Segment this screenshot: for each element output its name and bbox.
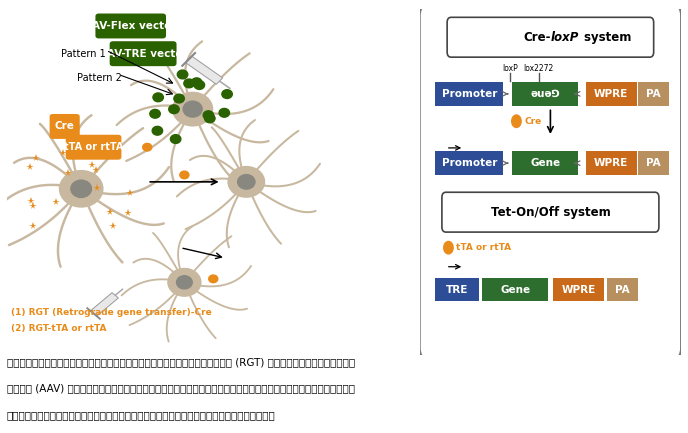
Text: tTA or rtTA: tTA or rtTA [64, 142, 123, 152]
Circle shape [153, 93, 163, 102]
Text: (2) RGT-tTA or rtTA: (2) RGT-tTA or rtTA [11, 324, 107, 333]
Text: AAV-TRE vector: AAV-TRE vector [99, 48, 187, 59]
Circle shape [71, 180, 92, 197]
Text: Pattern 2: Pattern 2 [77, 74, 122, 84]
FancyBboxPatch shape [65, 135, 121, 160]
Bar [638, 152, 669, 175]
Text: PA: PA [646, 158, 661, 168]
Text: loxP: loxP [502, 64, 518, 73]
Text: PA: PA [615, 284, 630, 294]
Circle shape [178, 70, 188, 79]
FancyBboxPatch shape [96, 13, 166, 39]
Text: WPRE: WPRE [594, 89, 628, 99]
Circle shape [219, 108, 230, 117]
Circle shape [173, 92, 213, 126]
Circle shape [142, 143, 152, 151]
Circle shape [59, 171, 103, 207]
Bar [513, 82, 578, 106]
Bar [482, 278, 548, 301]
Text: PA: PA [646, 89, 661, 99]
Circle shape [177, 276, 192, 289]
Circle shape [150, 110, 160, 118]
Circle shape [171, 135, 181, 143]
Bar [513, 152, 578, 175]
Circle shape [222, 90, 233, 98]
Polygon shape [186, 56, 223, 84]
Circle shape [208, 275, 218, 283]
Text: Gene: Gene [530, 158, 560, 168]
FancyBboxPatch shape [420, 5, 681, 359]
FancyBboxPatch shape [50, 114, 80, 139]
Text: system: system [550, 31, 631, 44]
Bar [436, 278, 479, 301]
Circle shape [191, 78, 202, 87]
Text: Tet-On/Off system: Tet-On/Off system [491, 206, 610, 219]
Circle shape [183, 101, 202, 117]
Circle shape [237, 174, 255, 189]
Circle shape [203, 111, 213, 120]
Text: loxP: loxP [550, 31, 579, 44]
Circle shape [204, 114, 215, 123]
Circle shape [168, 268, 201, 296]
Text: ウィルス (AAV) ベクターを組み合せた二重ベクターシステムを利用することによって、特定神経路でのみ目的遺伝子を: ウィルス (AAV) ベクターを組み合せた二重ベクターシステムを利用することによ… [7, 384, 355, 394]
Circle shape [180, 171, 189, 179]
Circle shape [184, 79, 194, 88]
Circle shape [194, 81, 204, 89]
Text: lox2272: lox2272 [524, 64, 554, 73]
Text: Cre: Cre [524, 117, 541, 126]
Text: tTA or rtTA: tTA or rtTA [456, 243, 511, 252]
Text: WPRE: WPRE [561, 284, 596, 294]
Text: Cre: Cre [55, 121, 74, 132]
Circle shape [512, 115, 521, 127]
Text: Pattern 1: Pattern 1 [61, 49, 105, 59]
Circle shape [152, 126, 162, 135]
Bar [436, 152, 504, 175]
Text: (1) RGT (Retrograde gene transfer)-Cre: (1) RGT (Retrograde gene transfer)-Cre [11, 308, 212, 317]
Bar [638, 82, 669, 106]
Circle shape [169, 105, 179, 113]
Circle shape [444, 242, 453, 254]
Text: ǝuǝ⅁: ǝuǝ⅁ [530, 89, 560, 99]
Text: 図１ウィルスベクターを利用した特定神経路への遺伝子導入。逆行性遺伝子導入 (RGT) ウィルスベクターとアデノ随伴: 図１ウィルスベクターを利用した特定神経路への遺伝子導入。逆行性遺伝子導入 (RG… [7, 357, 355, 367]
Text: TRE: TRE [446, 284, 468, 294]
Text: AAV-Flex vector: AAV-Flex vector [85, 21, 177, 31]
Circle shape [228, 167, 264, 197]
Bar [585, 82, 636, 106]
FancyBboxPatch shape [447, 17, 654, 57]
Polygon shape [90, 293, 118, 316]
Text: WPRE: WPRE [594, 158, 628, 168]
Text: Promoter: Promoter [442, 158, 497, 168]
FancyBboxPatch shape [442, 192, 659, 232]
Bar [607, 278, 638, 301]
Bar [585, 152, 636, 175]
Bar [553, 278, 604, 301]
Text: Gene: Gene [500, 284, 530, 294]
Bar [436, 82, 504, 106]
Text: Promoter: Promoter [442, 89, 497, 99]
Text: Cre-: Cre- [523, 31, 550, 44]
FancyBboxPatch shape [109, 41, 177, 66]
Circle shape [174, 94, 184, 103]
Text: 発現誘導することが可能になります。各種ウィルスベクターは、共同研究として提供可能です。: 発現誘導することが可能になります。各種ウィルスベクターは、共同研究として提供可能… [7, 410, 276, 420]
